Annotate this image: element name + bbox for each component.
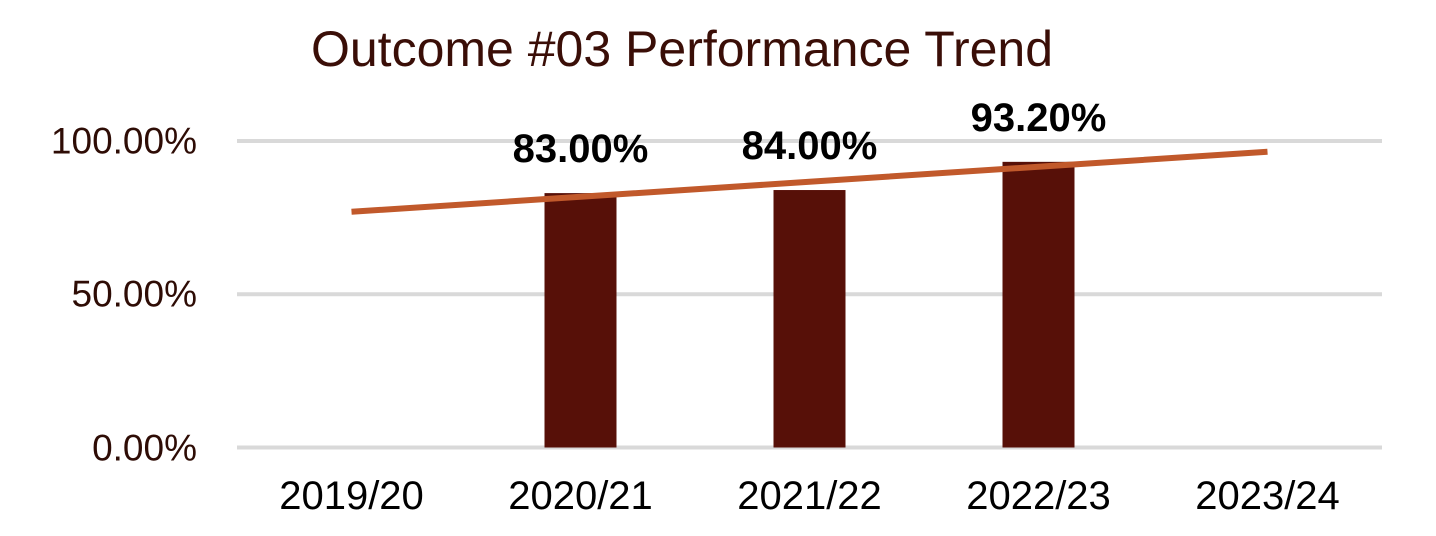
data-label-2020-21: 83.00%: [512, 127, 649, 172]
x-axis-label-2023-24: 2023/24: [1195, 474, 1340, 518]
x-axis-label-2020-21: 2020/21: [508, 474, 653, 518]
data-label-2021-22: 84.00%: [741, 124, 878, 169]
bar-2021/22: [773, 190, 846, 448]
x-axis-label-2021-22: 2021/22: [737, 474, 882, 518]
x-axis-label-2019-20: 2019/20: [279, 474, 424, 518]
chart-title: Outcome #03 Performance Trend: [310, 21, 1054, 77]
y-axis-tick-0: 0.00%: [92, 427, 197, 468]
y-axis-tick-100: 100.00%: [50, 120, 197, 162]
bar-2020/21: [544, 193, 617, 448]
trend-line: [351, 148, 1268, 215]
data-label-2022-23: 93.20%: [970, 95, 1107, 140]
x-axis-label-2022-23: 2022/23: [966, 474, 1111, 518]
bar-2022/23: [1002, 161, 1075, 448]
y-axis-tick-50: 50.00%: [71, 273, 198, 315]
